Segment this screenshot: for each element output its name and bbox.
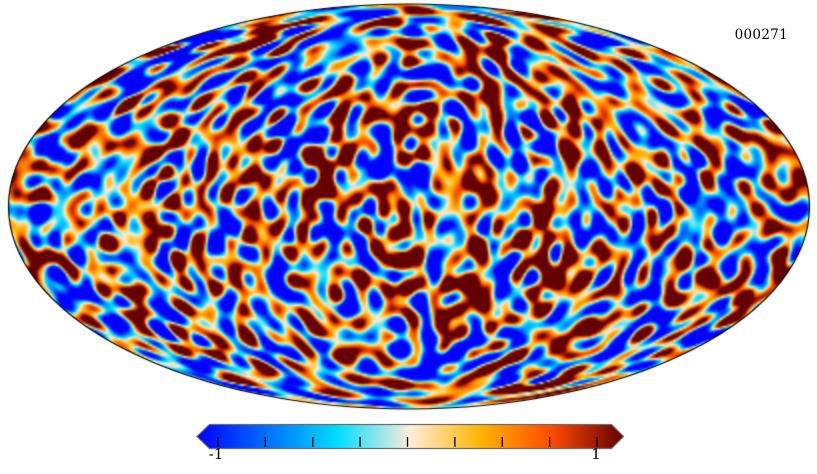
colorbar-max-label: 1 [591,445,601,463]
colorbar-min-label: -1 [208,445,224,463]
map-id-label: 000271 [734,27,788,43]
